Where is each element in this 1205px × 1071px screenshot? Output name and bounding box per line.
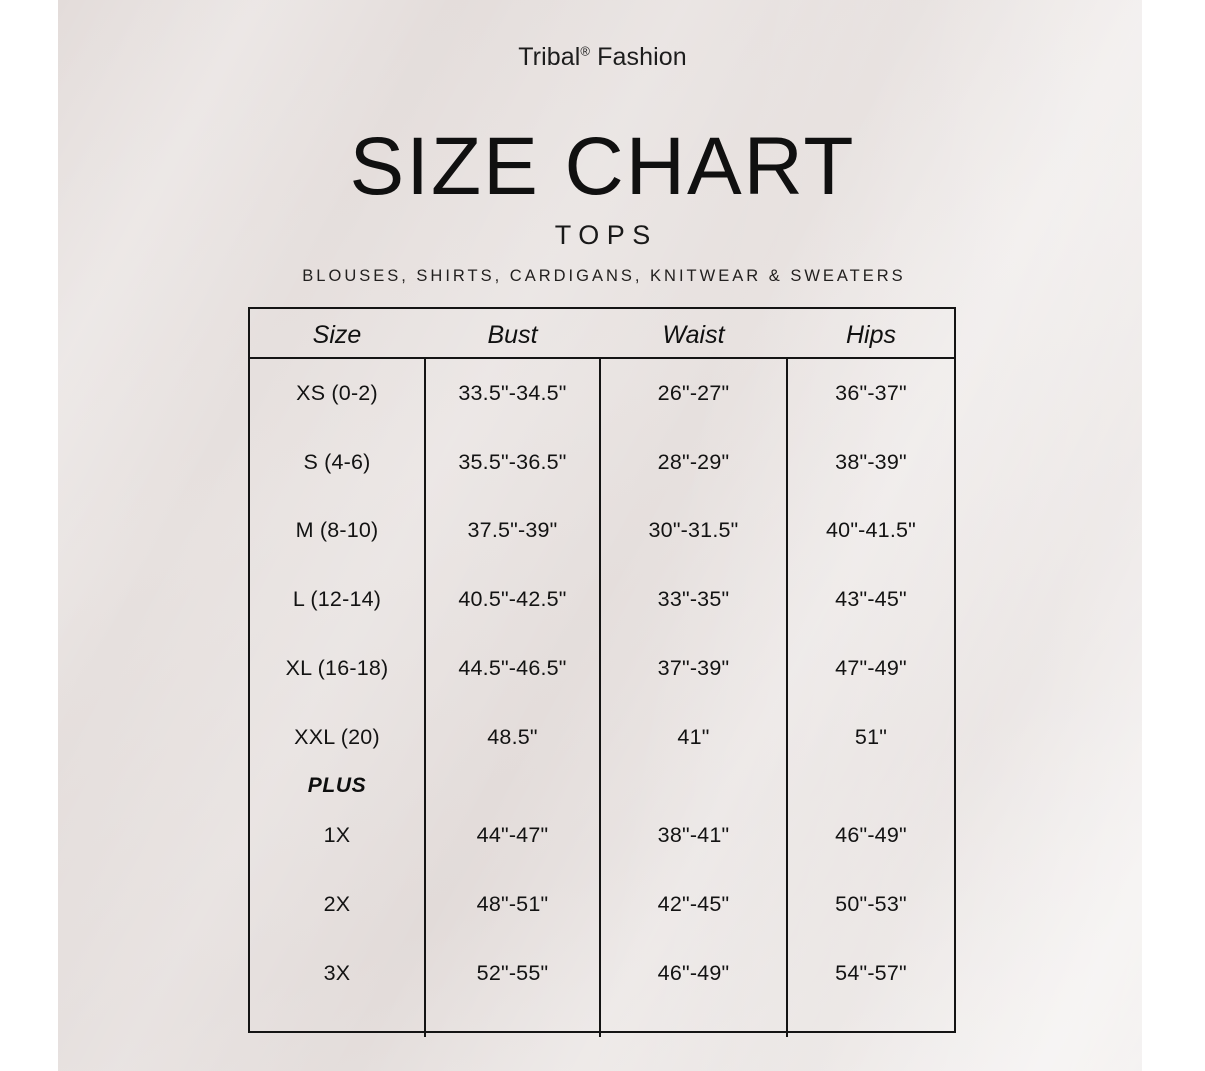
table-row: 48"-51" xyxy=(476,892,549,916)
column-header-hips: Hips xyxy=(845,321,896,349)
table-row: 50"-53" xyxy=(835,892,907,916)
table-row: 28"-29" xyxy=(657,450,730,474)
table-row: 40"-41.5" xyxy=(826,518,916,542)
column-divider-3 xyxy=(786,357,788,1037)
column-header-size: Size xyxy=(312,321,362,349)
table-row: XL (16-18) xyxy=(285,656,389,680)
plus-group-label: PLUS xyxy=(307,774,367,797)
size-chart-table: Size Bust Waist Hips XS (0-2) 33.5"-34.5… xyxy=(248,307,956,1037)
column-divider-2 xyxy=(599,357,601,1037)
table-row: 36"-37" xyxy=(835,381,907,405)
table-row: 33.5"-34.5" xyxy=(458,381,567,405)
column-header-waist: Waist xyxy=(662,321,725,349)
table-row: L (12-14) xyxy=(292,587,382,611)
table-row: 54"-57" xyxy=(835,961,907,985)
brand-name-text: Tribal xyxy=(518,43,581,71)
table-row: 47"-49" xyxy=(835,656,907,680)
column-header-bust: Bust xyxy=(487,321,538,349)
table-row: 48.5" xyxy=(487,725,538,749)
table-header-rule xyxy=(248,357,956,359)
table-left-border xyxy=(248,307,250,1033)
table-row: S (4-6) xyxy=(303,450,371,474)
table-row: 37.5"-39" xyxy=(467,518,558,542)
table-row: 35.5"-36.5" xyxy=(458,450,567,474)
table-row: 3X xyxy=(323,961,351,985)
table-row: 37"-39" xyxy=(657,656,730,680)
brand-name: Tribal® Fashion xyxy=(0,43,1205,72)
table-top-border xyxy=(248,307,956,309)
table-row: 43"-45" xyxy=(835,587,907,611)
table-row: 40.5"-42.5" xyxy=(458,587,567,611)
column-divider-1 xyxy=(424,357,426,1037)
table-right-border xyxy=(954,307,956,1033)
category-label: TOPS xyxy=(554,220,658,250)
registered-trademark-icon: ® xyxy=(580,43,591,59)
table-row: 38"-39" xyxy=(835,450,907,474)
table-row: XS (0-2) xyxy=(296,381,378,405)
table-row: 46"-49" xyxy=(657,961,730,985)
table-row: 38"-41" xyxy=(657,823,730,847)
subcategory-label: BLOUSES, SHIRTS, CARDIGANS, KNITWEAR & S… xyxy=(302,267,906,285)
table-row: M (8-10) xyxy=(295,518,379,542)
table-row: 44.5"-46.5" xyxy=(458,656,567,680)
page-title: SIZE CHART xyxy=(349,121,856,212)
table-row: 1X xyxy=(323,823,351,847)
table-bottom-border xyxy=(248,1031,956,1033)
table-row: 42"-45" xyxy=(657,892,730,916)
table-row: 33"-35" xyxy=(657,587,730,611)
table-row: 51" xyxy=(854,725,888,749)
table-row: 30"-31.5" xyxy=(648,518,739,542)
table-row: 26"-27" xyxy=(657,381,730,405)
table-row: 46"-49" xyxy=(835,823,907,847)
table-row: 2X xyxy=(323,892,351,916)
table-row: 44"-47" xyxy=(476,823,549,847)
table-row: XXL (20) xyxy=(294,725,380,749)
table-row: 41" xyxy=(677,725,710,749)
brand-name-suffix: Fashion xyxy=(590,43,687,71)
table-row: 52"-55" xyxy=(476,961,549,985)
